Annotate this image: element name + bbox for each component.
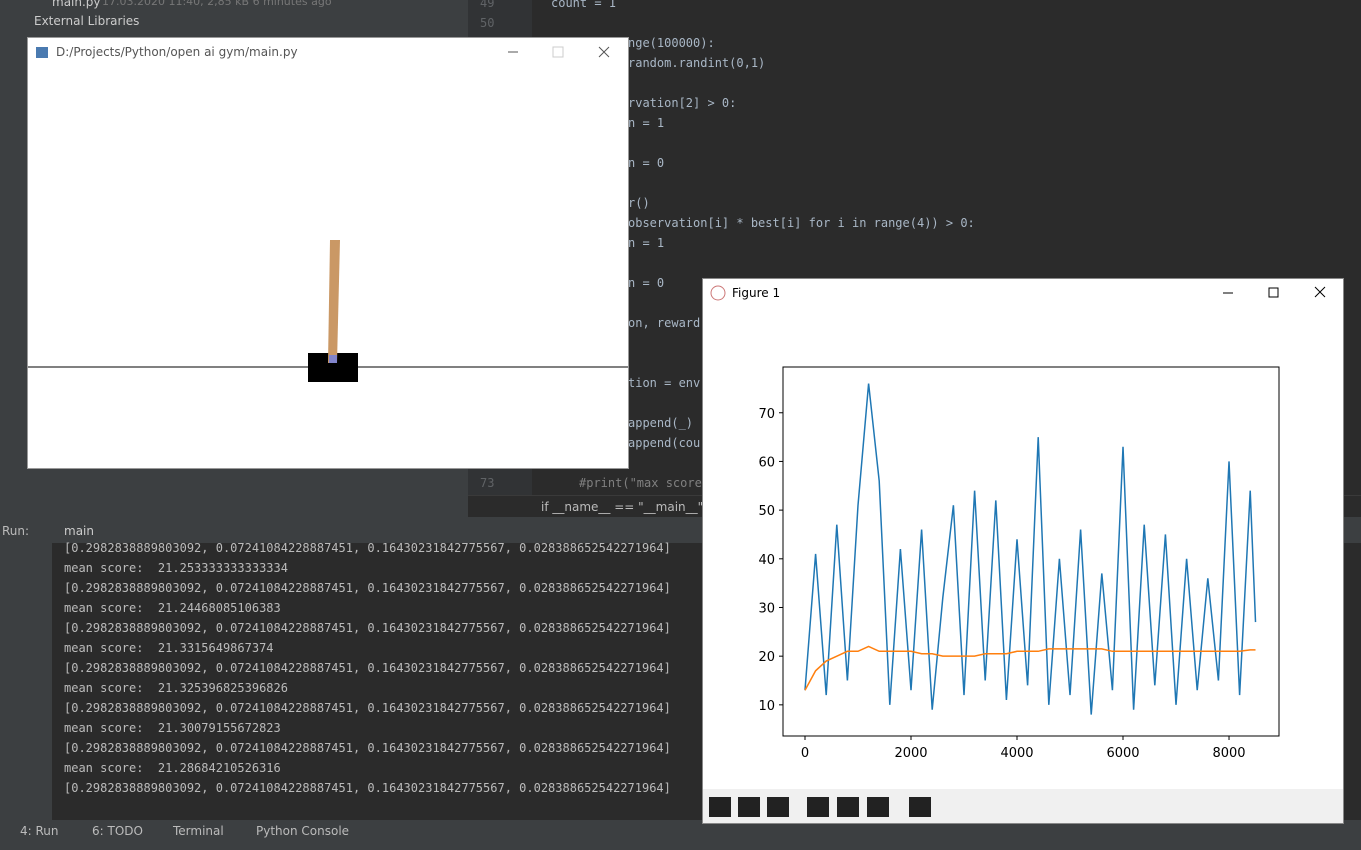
y-tick-label: 10 — [758, 699, 775, 714]
figure-canvas: 10 20 30 40 50 60 70 0 2000 4000 6000 8000 — [703, 285, 1343, 823]
line-series — [804, 645, 1256, 691]
console-line: [0.2982838889803092, 0.07241084228887451… — [64, 581, 671, 595]
code-line: nge(100000): — [628, 36, 715, 50]
console-line: mean score: 21.3315649867374 — [64, 641, 274, 655]
code-line: #print("max score: — [579, 476, 710, 490]
plot-frame — [782, 366, 1280, 737]
line-number: 49 — [480, 0, 495, 10]
y-tick-label: 60 — [758, 455, 775, 470]
code-line: n = 0 — [628, 156, 665, 170]
line-series — [804, 383, 1257, 715]
code-line: n = 0 — [628, 276, 665, 290]
file-name[interactable]: main.py — [52, 0, 101, 9]
y-tick-label: 20 — [758, 650, 775, 665]
run-label: Run: — [2, 524, 30, 538]
external-libraries[interactable]: External Libraries — [34, 14, 140, 28]
x-tick-label: 6000 — [1106, 746, 1139, 761]
code-line: random.randint(0,1) — [628, 56, 766, 70]
breadcrumb[interactable]: if __name__ == "__main__" — [541, 500, 704, 514]
cartpole — [28, 46, 628, 382]
console-line: [0.2982838889803092, 0.07241084228887451… — [64, 621, 671, 635]
editor: 49 50 73 count = 1 nge(100000): random.randin… — [480, 0, 975, 490]
code-line: rvation[2] > 0: — [628, 96, 737, 110]
y-tick-label: 40 — [758, 553, 775, 568]
run-tab[interactable]: main — [64, 524, 94, 538]
code-line: count = 1 — [551, 0, 617, 10]
figure-title: Figure 1 — [732, 286, 781, 300]
x-tick-label: 4000 — [1000, 746, 1033, 761]
console-line: mean score: 21.325396825396826 — [64, 681, 288, 695]
console-line: [0.2982838889803092, 0.07241084228887451… — [64, 701, 671, 715]
tool-tab[interactable]: 4: Run — [20, 824, 59, 838]
window-title: D:/Projects/Python/open ai gym/main.py — [56, 45, 298, 59]
y-tick-label: 30 — [758, 601, 775, 616]
gym-window: D:/Projects/Python/open ai gym/main.py — [27, 37, 629, 469]
line-number: 73 — [480, 476, 495, 490]
file-info: 17.03.2020 11:40, 2,85 kB 6 minutes ago — [102, 0, 332, 8]
code-line: r() — [628, 196, 650, 210]
console-line: mean score: 21.24468085106383 — [64, 601, 281, 615]
code-line: append(_) — [628, 416, 694, 430]
figure-window: Figure 1 10 20 30 40 50 60 70 0 2000 4000 6000 8000 — [702, 278, 1344, 824]
console-line: [0.2982838889803092, 0.07241084228887451… — [64, 741, 671, 755]
line-number: 50 — [480, 16, 495, 30]
code-line: observation[i] * best[i] for i in range(… — [628, 216, 975, 230]
console-line: mean score: 21.30079155672823 — [64, 721, 281, 735]
tool-tab[interactable]: 6: TODO — [92, 824, 143, 838]
console-line: [0.2982838889803092, 0.07241084228887451… — [64, 661, 671, 675]
console-line: mean score: 21.253333333333334 — [64, 561, 288, 575]
x-tick-label: 2000 — [894, 746, 927, 761]
tool-tab[interactable]: Python Console — [256, 824, 350, 838]
console-line: [0.2982838889803092, 0.07241084228887451… — [64, 541, 671, 555]
x-tick-label: 8000 — [1212, 746, 1245, 761]
bottom-tabs: 4: Run 6: TODO Terminal Python Console — [0, 820, 1361, 850]
y-tick-label: 70 — [758, 407, 775, 422]
y-tick-label: 50 — [758, 504, 775, 519]
code-line: append(cour — [628, 436, 708, 450]
console-line: mean score: 21.28684210526316 — [64, 761, 281, 775]
code-line: n = 1 — [628, 236, 665, 250]
code-line: on, reward — [628, 316, 701, 330]
console-line: [0.2982838889803092, 0.07241084228887451… — [64, 781, 671, 795]
code-line: tion = env. — [628, 376, 708, 390]
code-line: n = 1 — [628, 116, 665, 130]
run-toolbar — [0, 543, 52, 820]
x-tick-label: 0 — [801, 746, 809, 761]
tool-tab[interactable]: Terminal — [173, 824, 224, 838]
